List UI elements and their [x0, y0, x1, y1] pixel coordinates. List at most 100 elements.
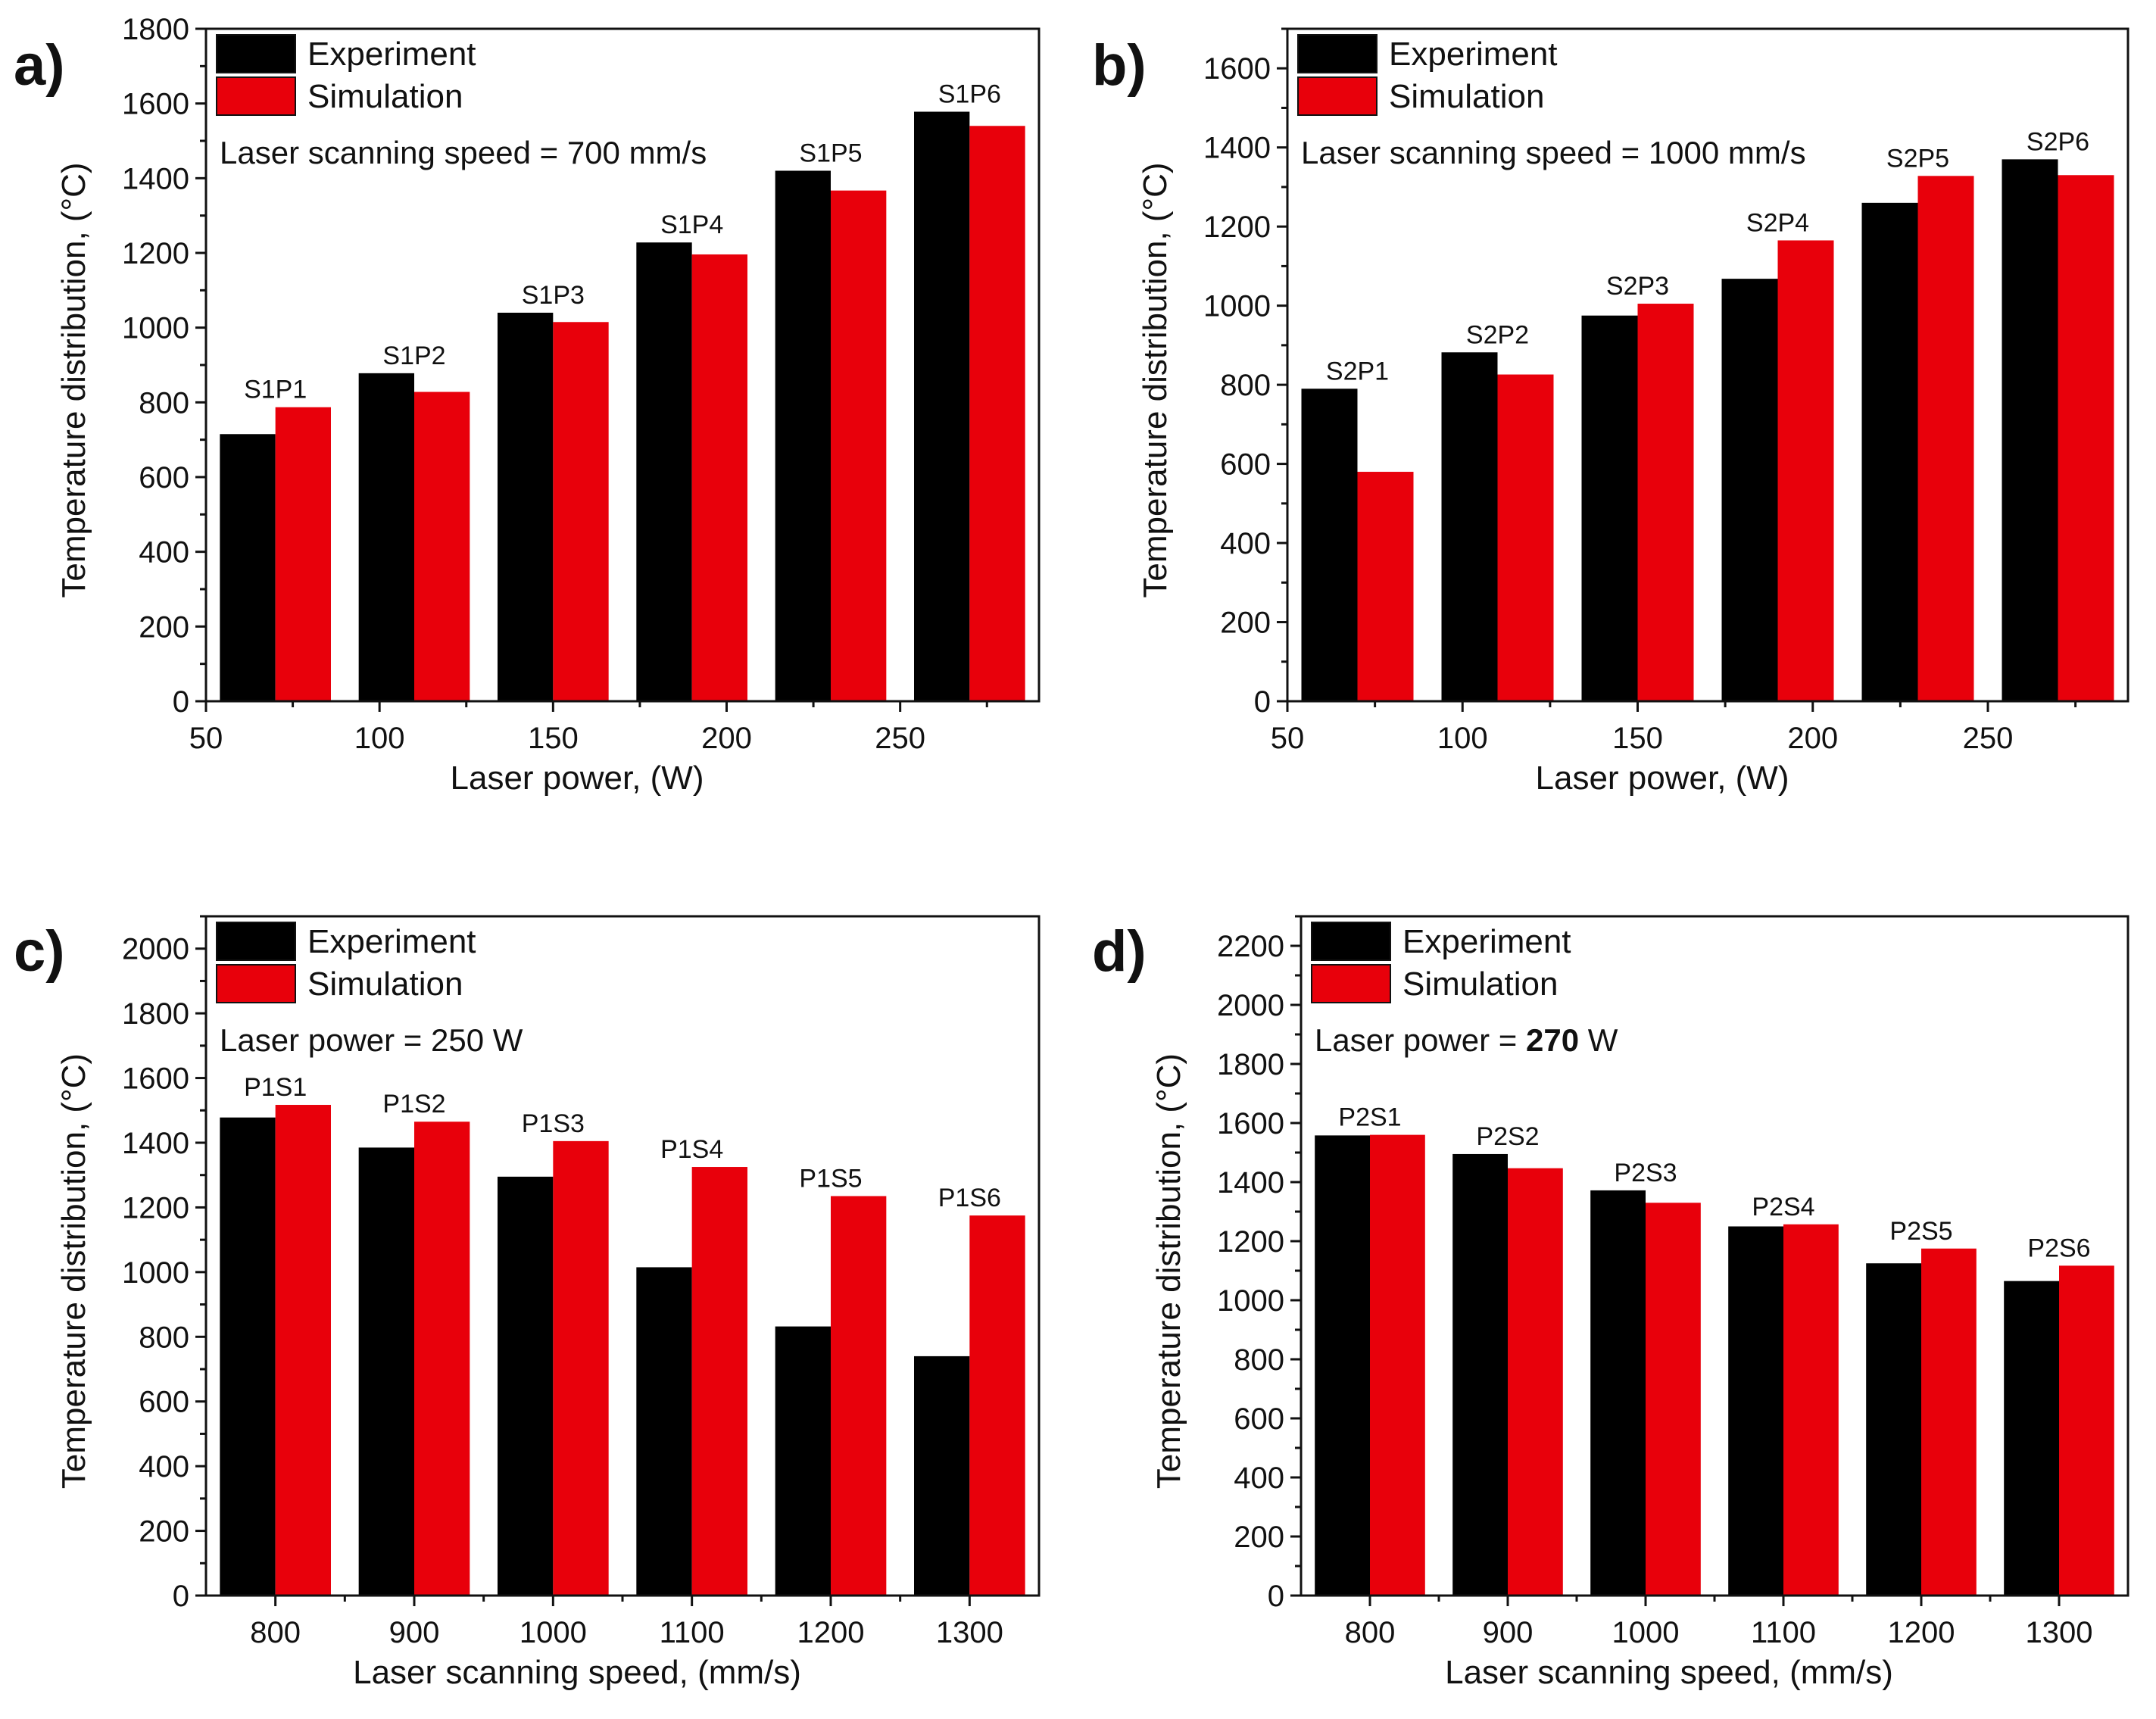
- legend-swatch-simulation: [1297, 76, 1378, 116]
- y-tick-label: 1600: [122, 1062, 189, 1096]
- x-tick-label: 1100: [660, 1616, 725, 1649]
- y-tick-label: 200: [1220, 607, 1271, 640]
- y-tick-label: 1600: [122, 88, 189, 121]
- bar-label: S2P4: [1746, 208, 1809, 237]
- y-tick-label: 1000: [1217, 1284, 1284, 1318]
- bar-label: P2S1: [1338, 1103, 1401, 1132]
- bar-label: S2P6: [2027, 127, 2089, 156]
- x-axis-title: Laser scanning speed, (mm/s): [353, 1654, 801, 1691]
- experiment-bar: [1866, 1263, 1921, 1596]
- bar-label: P2S2: [1476, 1122, 1539, 1151]
- bar-label: P1S3: [522, 1109, 585, 1138]
- experiment-bar: [1441, 352, 1498, 701]
- legend: Experiment Simulation: [216, 922, 476, 1003]
- experiment-bar: [220, 1117, 276, 1596]
- experiment-bar: [1590, 1190, 1646, 1596]
- chart-panel-a: a) S1P1 S1P2 S1P3 S1P4 S1P5 S1P6 0 200 400 600 800 1…: [14, 13, 1041, 797]
- bars: P1S1 P1S2 P1S3 P1S4 P1S5 P1S6: [220, 1073, 1025, 1596]
- simulation-bar: [275, 407, 331, 701]
- experiment-bar: [358, 1147, 414, 1596]
- bar-label: S1P3: [522, 281, 585, 310]
- y-tick-label: 1000: [1203, 290, 1271, 323]
- simulation-bar: [1370, 1134, 1425, 1596]
- x-tick-label: 900: [389, 1616, 440, 1649]
- x-tick-label: 150: [1612, 722, 1663, 755]
- legend-label-experiment: Experiment: [1389, 36, 1558, 73]
- y-tick-label: 1400: [1203, 132, 1271, 165]
- y-tick-label: 800: [1234, 1343, 1284, 1377]
- y-axis-title: Temperature distribution, (°C): [1150, 1053, 1187, 1489]
- bar-label: S1P2: [382, 342, 445, 370]
- x-tick-label: 1300: [936, 1616, 1003, 1649]
- y-axis: 0 200 400 600 800 1000 1200 1400 1600: [1203, 27, 1287, 719]
- experiment-bar: [2004, 1281, 2059, 1596]
- bar-label: P1S4: [660, 1135, 723, 1164]
- bar-label: P1S2: [382, 1090, 445, 1118]
- experiment-bar: [1452, 1153, 1508, 1596]
- bar-label: S1P5: [799, 139, 862, 167]
- bar-label: S2P1: [1326, 357, 1389, 385]
- legend-swatch-simulation: [1311, 964, 1391, 1003]
- y-axis-title: Temperature distribution, (°C): [1137, 162, 1174, 597]
- x-tick-label: 1100: [1751, 1616, 1816, 1649]
- bar-label: S2P5: [1886, 144, 1949, 173]
- legend: Experiment Simulation: [1311, 922, 1571, 1003]
- chart-panel-c: c) P1S1 P1S2 P1S3 P1S4 P1S5 P1S6 0 200 400 600 800 1…: [14, 915, 1041, 1691]
- bar-label: S2P3: [1606, 272, 1669, 301]
- experiment-bar: [1721, 279, 1778, 701]
- y-tick-label: 800: [139, 1321, 189, 1354]
- bars: S1P1 S1P2 S1P3 S1P4 S1P5 S1P6: [220, 80, 1025, 702]
- y-tick-label: 600: [1220, 448, 1271, 482]
- simulation-bar: [553, 322, 609, 701]
- y-tick-label: 1200: [1203, 211, 1271, 244]
- legend-label-experiment: Experiment: [307, 923, 476, 960]
- simulation-bar: [2059, 1265, 2114, 1596]
- y-tick-label: 2200: [1217, 930, 1284, 963]
- bar-label: P1S1: [244, 1073, 307, 1102]
- x-tick-label: 200: [1787, 722, 1838, 755]
- y-tick-label: 0: [173, 1580, 189, 1613]
- chart-panel-d: d) P2S1 P2S2 P2S3 P2S4 P2S5 P2S6 0 200 400 600 800 1…: [1092, 915, 2129, 1691]
- x-axis-title: Laser scanning speed, (mm/s): [1445, 1654, 1893, 1691]
- y-tick-label: 1400: [122, 1127, 189, 1160]
- simulation-bar: [1357, 472, 1414, 701]
- simulation-bar: [1646, 1203, 1701, 1596]
- x-tick-label: 250: [1963, 722, 2014, 755]
- experiment-bar: [220, 434, 276, 701]
- y-tick-label: 400: [1234, 1462, 1284, 1495]
- simulation-bar: [1497, 374, 1554, 701]
- plot-frame: [1286, 27, 2129, 703]
- x-tick-label: 1000: [1612, 1616, 1680, 1649]
- experiment-bar: [914, 111, 970, 701]
- y-tick-label: 1400: [1217, 1166, 1284, 1200]
- y-tick-label: 1600: [1217, 1107, 1284, 1140]
- simulation-bar: [1508, 1168, 1563, 1596]
- annotation-text: Laser scanning speed = 700 mm/s: [220, 135, 707, 170]
- y-axis-title: Temperature distribution, (°C): [55, 162, 92, 597]
- simulation-bar: [969, 126, 1025, 701]
- x-tick-label: 1200: [797, 1616, 865, 1649]
- y-tick-label: 1800: [122, 13, 189, 46]
- y-tick-label: 0: [173, 685, 189, 719]
- simulation-bar: [1921, 1248, 1977, 1596]
- x-axis: 50 100 150 200 250: [189, 701, 988, 755]
- legend-swatch-experiment: [216, 34, 296, 73]
- x-axis: 800 900 1000 1100 1200 1300: [250, 1596, 1003, 1649]
- x-tick-label: 50: [1271, 722, 1305, 755]
- experiment-bar: [2002, 159, 2058, 701]
- y-tick-label: 0: [1268, 1580, 1284, 1613]
- bars: S2P1 S2P2 S2P3 S2P4 S2P5 S2P6: [1301, 127, 2114, 702]
- y-tick-label: 400: [139, 536, 189, 569]
- annotation-text: Laser power = 250 W: [220, 1022, 523, 1058]
- legend-swatch-simulation: [216, 76, 296, 116]
- experiment-bar: [358, 373, 414, 701]
- legend: Experiment Simulation: [1297, 34, 1558, 116]
- bar-label: P2S3: [1614, 1159, 1677, 1187]
- experiment-bar: [775, 1326, 831, 1596]
- annotation: Laser power = 250 W: [220, 1022, 523, 1058]
- panel-label: a): [14, 33, 65, 98]
- x-tick-label: 800: [250, 1616, 301, 1649]
- x-tick-label: 1200: [1888, 1616, 1955, 1649]
- y-tick-label: 0: [1254, 685, 1271, 719]
- bar-label: P2S4: [1752, 1193, 1814, 1221]
